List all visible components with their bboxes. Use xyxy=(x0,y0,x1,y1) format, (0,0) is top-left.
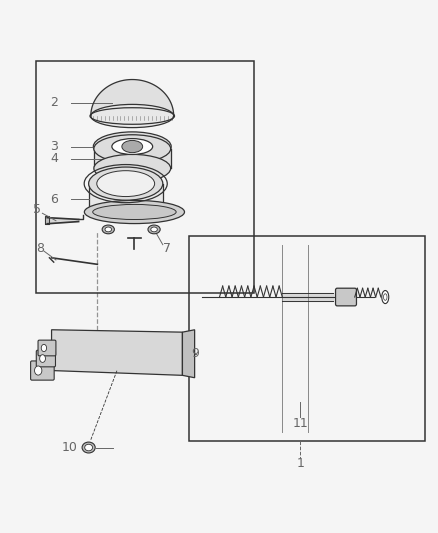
Polygon shape xyxy=(51,330,182,375)
Text: 1: 1 xyxy=(296,457,304,470)
Ellipse shape xyxy=(148,225,160,234)
Ellipse shape xyxy=(105,227,111,232)
Text: 6: 6 xyxy=(50,193,58,206)
FancyBboxPatch shape xyxy=(36,350,55,367)
Ellipse shape xyxy=(94,155,170,182)
Ellipse shape xyxy=(112,139,152,155)
FancyBboxPatch shape xyxy=(38,340,56,356)
Text: 4: 4 xyxy=(50,152,58,165)
Polygon shape xyxy=(182,330,194,378)
Polygon shape xyxy=(45,216,49,224)
Text: 8: 8 xyxy=(35,241,44,255)
FancyBboxPatch shape xyxy=(31,361,54,380)
Ellipse shape xyxy=(85,445,92,451)
Text: 7: 7 xyxy=(163,241,171,255)
Text: 2: 2 xyxy=(50,96,58,109)
Ellipse shape xyxy=(122,140,142,152)
Polygon shape xyxy=(47,217,78,224)
Ellipse shape xyxy=(84,200,184,223)
Ellipse shape xyxy=(91,104,173,127)
Ellipse shape xyxy=(94,135,170,163)
FancyBboxPatch shape xyxy=(335,288,356,306)
Ellipse shape xyxy=(82,442,95,453)
Ellipse shape xyxy=(88,167,162,200)
Ellipse shape xyxy=(39,354,46,362)
Ellipse shape xyxy=(92,205,176,220)
Text: 3: 3 xyxy=(50,140,58,153)
Ellipse shape xyxy=(150,227,157,232)
Text: 5: 5 xyxy=(33,203,41,216)
Ellipse shape xyxy=(41,344,46,352)
Ellipse shape xyxy=(96,171,154,197)
Ellipse shape xyxy=(99,135,165,158)
Text: 9: 9 xyxy=(191,347,199,360)
Ellipse shape xyxy=(102,225,114,234)
Ellipse shape xyxy=(93,132,171,161)
Text: 10: 10 xyxy=(62,441,78,454)
Ellipse shape xyxy=(383,294,386,300)
Text: 11: 11 xyxy=(292,417,307,430)
Polygon shape xyxy=(91,79,173,116)
Ellipse shape xyxy=(35,366,42,375)
Ellipse shape xyxy=(381,290,388,304)
